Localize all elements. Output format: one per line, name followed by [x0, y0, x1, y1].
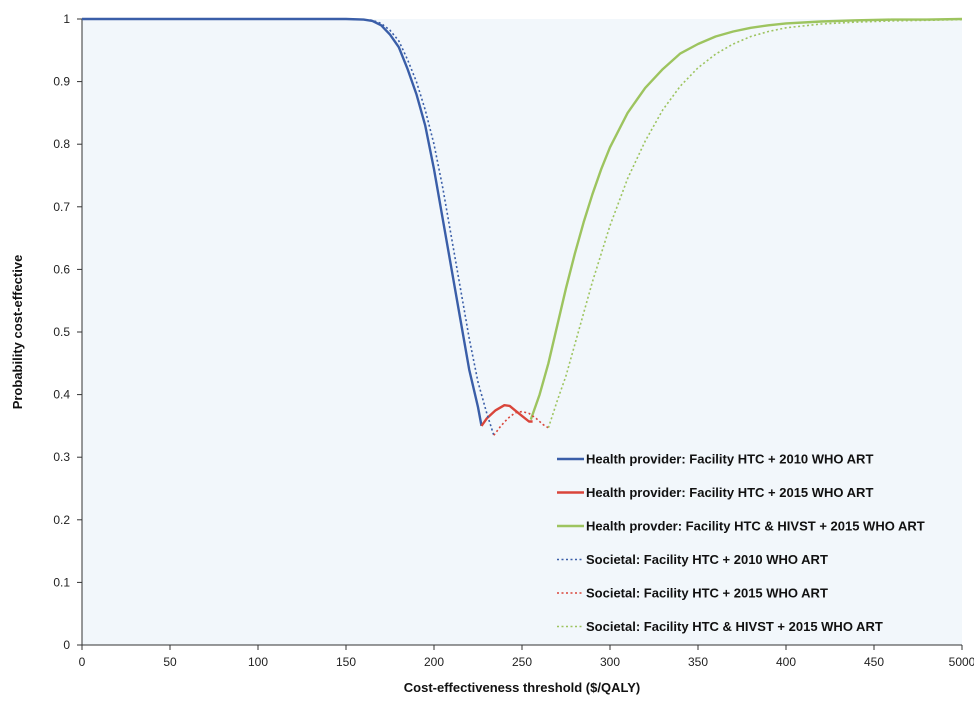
legend-label-3: Health provder: Facility HTC & HIVST + 2…	[586, 519, 925, 534]
x-tick-label: 50	[163, 655, 177, 669]
y-tick-label: 0.6	[53, 262, 70, 276]
series-line-4	[82, 18, 495, 436]
y-tick-label: 0.2	[53, 513, 70, 527]
legend-label-4: Societal: Facility HTC + 2010 WHO ART	[586, 552, 828, 567]
y-tick-label: 0	[63, 638, 70, 652]
x-tick-label: 100	[248, 655, 268, 669]
series-line-2	[480, 404, 533, 427]
x-tick-label: 350	[688, 655, 708, 669]
x-tick-label: 450	[864, 655, 884, 669]
series-line-1	[82, 17, 483, 427]
x-tick-label: 300	[600, 655, 620, 669]
series-layer	[82, 17, 963, 436]
x-tick-label: 5000	[949, 655, 974, 669]
legend-label-6: Societal: Facility HTC & HIVST + 2015 WH…	[586, 619, 883, 634]
y-tick-label: 0.7	[53, 200, 70, 214]
x-tick-label: 200	[424, 655, 444, 669]
x-tick-label: 250	[512, 655, 532, 669]
y-tick-label: 0.9	[53, 75, 70, 89]
legend-label-1: Health provider: Facility HTC + 2010 WHO…	[586, 452, 873, 467]
x-tick-label: 0	[79, 655, 86, 669]
y-tick-label: 0.8	[53, 137, 70, 151]
y-tick-label: 0.5	[53, 325, 70, 339]
y-tick-label: 1	[63, 12, 70, 26]
y-axis-title: Probability cost-effective	[10, 255, 25, 410]
legend-label-5: Societal: Facility HTC + 2015 WHO ART	[586, 586, 828, 601]
y-tick-label: 0.1	[53, 575, 70, 589]
legend-label-2: Health provider: Facility HTC + 2015 WHO…	[586, 485, 873, 500]
plot-background	[82, 19, 962, 645]
x-axis-title: Cost-effectiveness threshold ($/QALY)	[404, 680, 640, 695]
x-tick-label: 150	[336, 655, 356, 669]
x-tick-label: 400	[776, 655, 796, 669]
series-line-5	[493, 410, 549, 436]
y-tick-label: 0.4	[53, 388, 70, 402]
legend: Health provider: Facility HTC + 2010 WHO…	[557, 452, 925, 634]
y-tick-label: 0.3	[53, 450, 70, 464]
y-axis: 0 0.1 0.2 0.3 0.4 0.5 0.6 0.7 0.8 0.9 1	[53, 12, 83, 652]
series-line-3	[529, 17, 963, 420]
series-line-6	[547, 18, 963, 429]
x-axis: 0 50 100 150 200 250 300 350 400 450 5000	[79, 644, 974, 669]
